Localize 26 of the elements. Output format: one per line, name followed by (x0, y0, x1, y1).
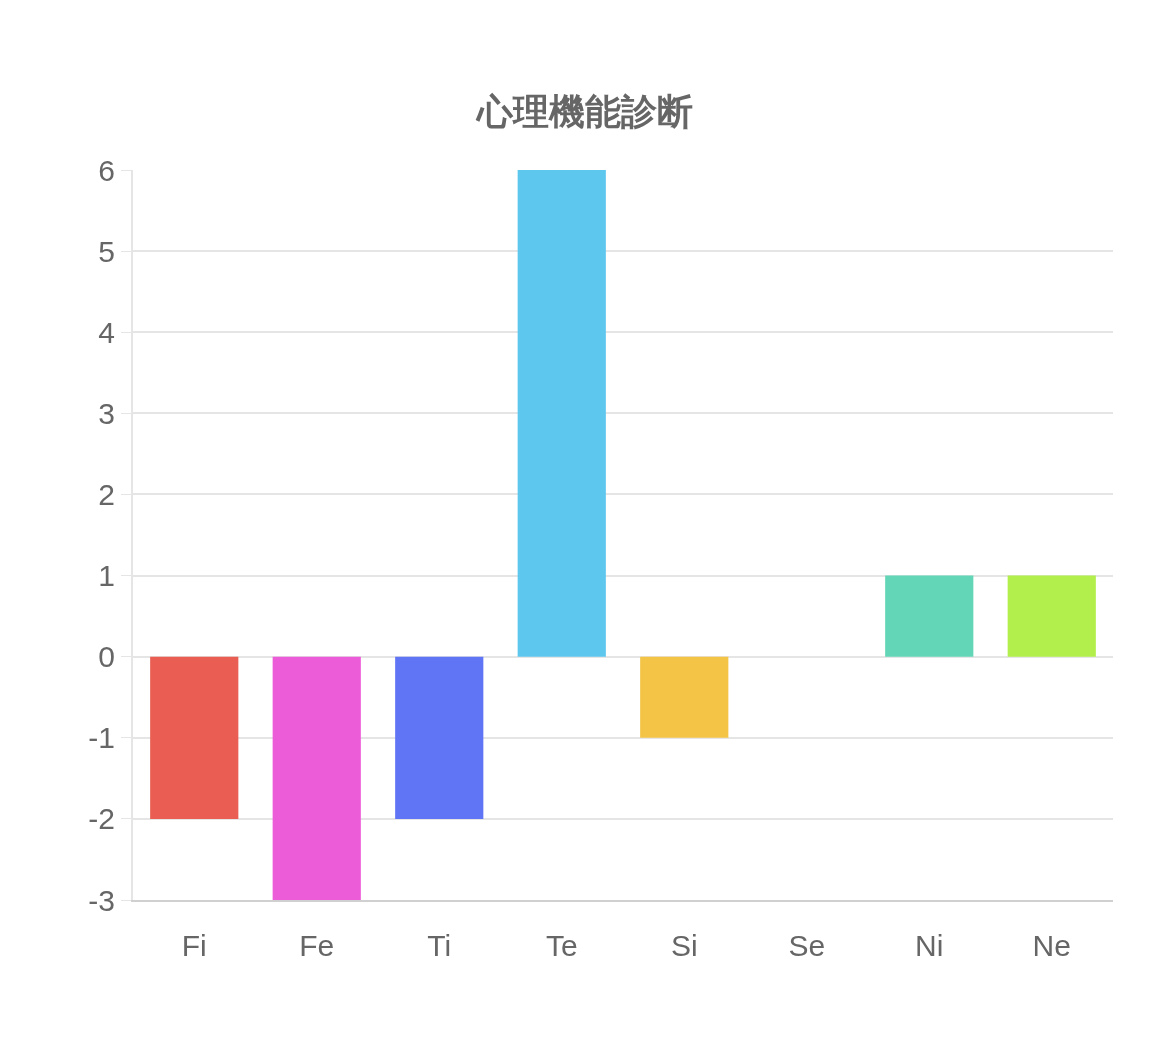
y-tick-label: -2 (88, 802, 115, 836)
y-tick-label: 1 (98, 559, 115, 593)
chart-title: 心理機能診断 (475, 90, 693, 132)
y-tick-label: 6 (98, 153, 115, 187)
y-tick-label: 4 (98, 315, 115, 349)
bar (150, 656, 239, 819)
x-tick-label: Fi (181, 929, 207, 962)
x-tick-label: Te (545, 929, 578, 962)
bar (1007, 575, 1096, 657)
x-tick-label: Ne (1032, 929, 1071, 962)
x-tick-label: Ti (427, 929, 452, 962)
x-tick-label: Ni (915, 929, 944, 962)
y-tick-label: -3 (88, 883, 115, 917)
x-tick-label: Si (670, 929, 698, 962)
x-tick-label: Fe (299, 929, 335, 962)
y-tick-label: 3 (98, 396, 115, 430)
y-tick-label: -1 (88, 721, 115, 755)
bar (272, 656, 361, 900)
bar (885, 575, 974, 657)
x-tick-label: Se (788, 929, 826, 962)
bar (395, 656, 484, 819)
y-tick-label: 5 (98, 234, 115, 268)
y-tick-label: 0 (98, 640, 115, 674)
y-tick-label: 2 (98, 477, 115, 511)
bar (640, 656, 729, 738)
bar (517, 170, 606, 657)
